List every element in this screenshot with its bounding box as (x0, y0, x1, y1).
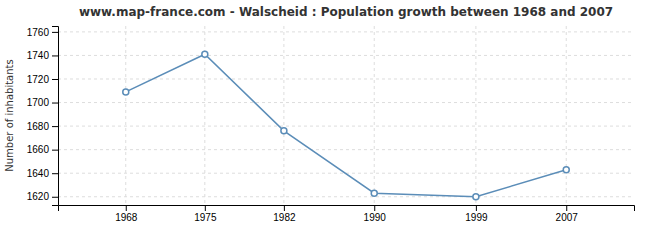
tick-mark (126, 205, 127, 211)
series (123, 51, 569, 199)
grid (58, 26, 634, 205)
tick-label: 2007 (556, 212, 579, 223)
tick-mark (52, 103, 58, 104)
grid-line (58, 31, 634, 32)
marker (371, 190, 377, 196)
tick-label: 1968 (115, 212, 138, 223)
plot-area: 1968 1975 1982 1990 1999 2007 1620 1640 1660 1680… (27, 26, 635, 223)
tick-mark (374, 205, 375, 211)
grid-line (58, 126, 634, 127)
tick: 1968 (115, 205, 138, 223)
tick-mark (52, 55, 58, 56)
grid-line (374, 26, 375, 205)
line (126, 54, 566, 196)
tick: 1999 (465, 205, 488, 223)
marker (563, 167, 569, 173)
tick-label: 1740 (27, 50, 50, 61)
marker (281, 128, 287, 134)
x-axis: 1968 1975 1982 1990 1999 2007 (59, 205, 635, 223)
grid-line (58, 78, 634, 79)
tick: 1620 (27, 191, 58, 202)
tick: 1700 (27, 97, 58, 108)
tick-label: 1620 (27, 191, 50, 202)
axis-line (52, 27, 59, 206)
grid-line (125, 26, 126, 205)
chart: 1968 1975 1982 1990 1999 2007 1620 1640 1660 1680… (0, 0, 650, 229)
tick-label: 1982 (273, 212, 296, 223)
tick: 1760 (27, 27, 58, 38)
grid-line (475, 26, 476, 205)
tick-mark (52, 126, 58, 127)
tick-mark (476, 205, 477, 211)
grid-line (283, 26, 284, 205)
tick-mark (52, 173, 58, 174)
tick: 1990 (364, 205, 387, 223)
tick: 1660 (27, 144, 58, 155)
grid-line (58, 55, 634, 56)
tick-label: 1990 (364, 212, 387, 223)
tick-mark (566, 205, 567, 211)
tick: 1740 (27, 50, 58, 61)
tick-label: 1760 (27, 27, 50, 38)
axis-line (59, 206, 635, 212)
grid-line (566, 26, 567, 205)
tick-label: 1700 (27, 97, 50, 108)
grid-line (58, 196, 634, 197)
tick-mark (52, 150, 58, 151)
tick-mark (52, 197, 58, 198)
tick-label: 1680 (27, 121, 50, 132)
tick: 1680 (27, 121, 58, 132)
tick: 1975 (194, 205, 217, 223)
y-axis: 1620 1640 1660 1680 1700 1720 1740 1760 (27, 27, 59, 206)
marker (123, 89, 129, 95)
tick: 1982 (273, 205, 296, 223)
marker (473, 194, 479, 200)
tick-label: 1640 (27, 168, 50, 179)
tick-mark (52, 79, 58, 80)
tick-label: 1720 (27, 74, 50, 85)
tick: 1720 (27, 74, 58, 85)
tick-mark (284, 205, 285, 211)
tick: 2007 (556, 205, 579, 223)
grid-line (58, 149, 634, 150)
tick-label: 1660 (27, 144, 50, 155)
tick-mark (52, 32, 58, 33)
marker (202, 51, 208, 57)
title: www.map-france.com - Walscheid : Populat… (79, 5, 613, 19)
tick-mark (205, 205, 206, 211)
tick: 1640 (27, 168, 58, 179)
grid-line (58, 102, 634, 103)
y-axis-title: Number of inhabitants (4, 59, 15, 171)
tick-label: 1999 (465, 212, 488, 223)
tick-label: 1975 (194, 212, 217, 223)
